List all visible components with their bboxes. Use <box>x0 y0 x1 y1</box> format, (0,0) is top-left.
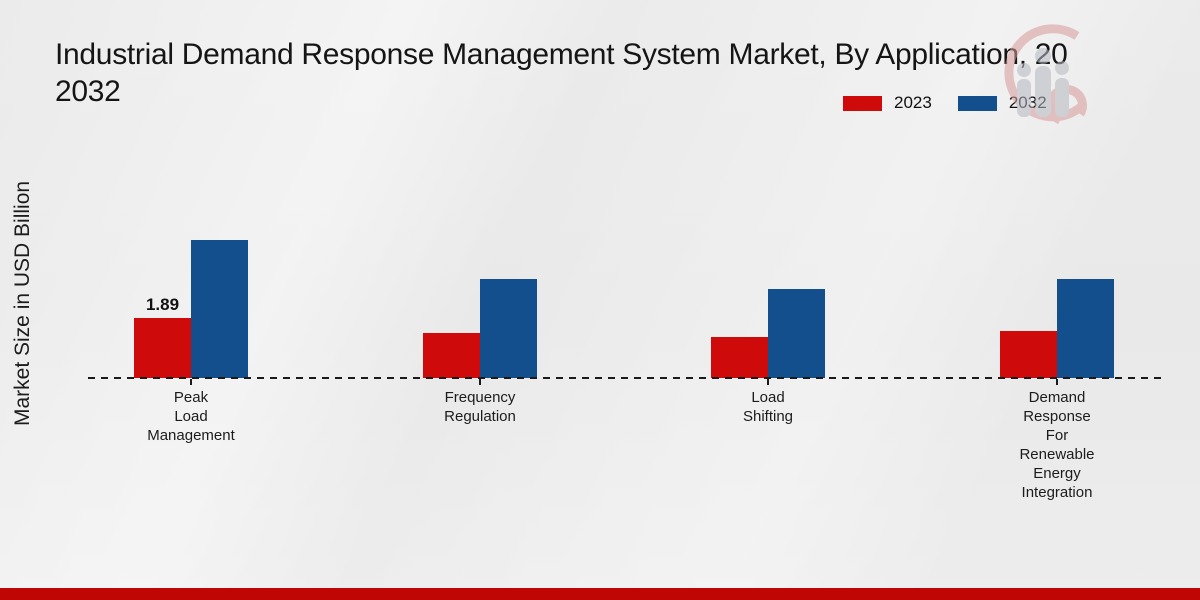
category-label-peak-load-management: Peak Load Management <box>147 389 235 444</box>
bar-2032-peak-load-management <box>191 240 248 378</box>
bar-2032-load-shifting <box>768 288 825 378</box>
bar-2023-peak-load-management <box>134 317 191 378</box>
chart-title: Industrial Demand Response Management Sy… <box>55 36 1200 110</box>
footer-stripe <box>0 588 1200 600</box>
x-axis-tick-load-shifting <box>767 379 769 385</box>
bar-2023-frequency-regulation <box>423 332 480 378</box>
baseline-dashed-line <box>88 377 1162 379</box>
legend-label-2023: 2023 <box>894 93 932 112</box>
legend-swatch-2023 <box>843 95 882 111</box>
legend-item-2023: 2023 <box>843 93 932 113</box>
chart-title-line1: Industrial Demand Response Management Sy… <box>55 38 1068 71</box>
value-label-2023-peak-load-management: 1.89 <box>145 294 180 314</box>
bar-2032-frequency-regulation <box>480 279 537 378</box>
category-label-frequency-regulation: Frequency Regulation <box>444 389 516 425</box>
chart-title-line2: 2032 <box>55 75 121 108</box>
category-label-demand-response-for-renewable-energy-integration: Demand Response For Renewable Energy Int… <box>1019 389 1095 501</box>
category-label-load-shifting: Load Shifting <box>742 389 794 425</box>
x-axis-tick-frequency-regulation <box>479 379 481 385</box>
x-axis-tick-demand-response-for-renewable-energy-integration <box>1056 379 1058 385</box>
legend-swatch-2032 <box>957 95 997 111</box>
x-axis-tick-peak-load-management <box>190 379 192 385</box>
bar-2023-load-shifting <box>711 337 768 378</box>
bar-2023-demand-response-for-renewable-energy-integration <box>1000 330 1057 378</box>
market-research-future-logo-icon <box>1004 24 1088 125</box>
bar-2032-demand-response-for-renewable-energy-integration <box>1057 279 1114 378</box>
